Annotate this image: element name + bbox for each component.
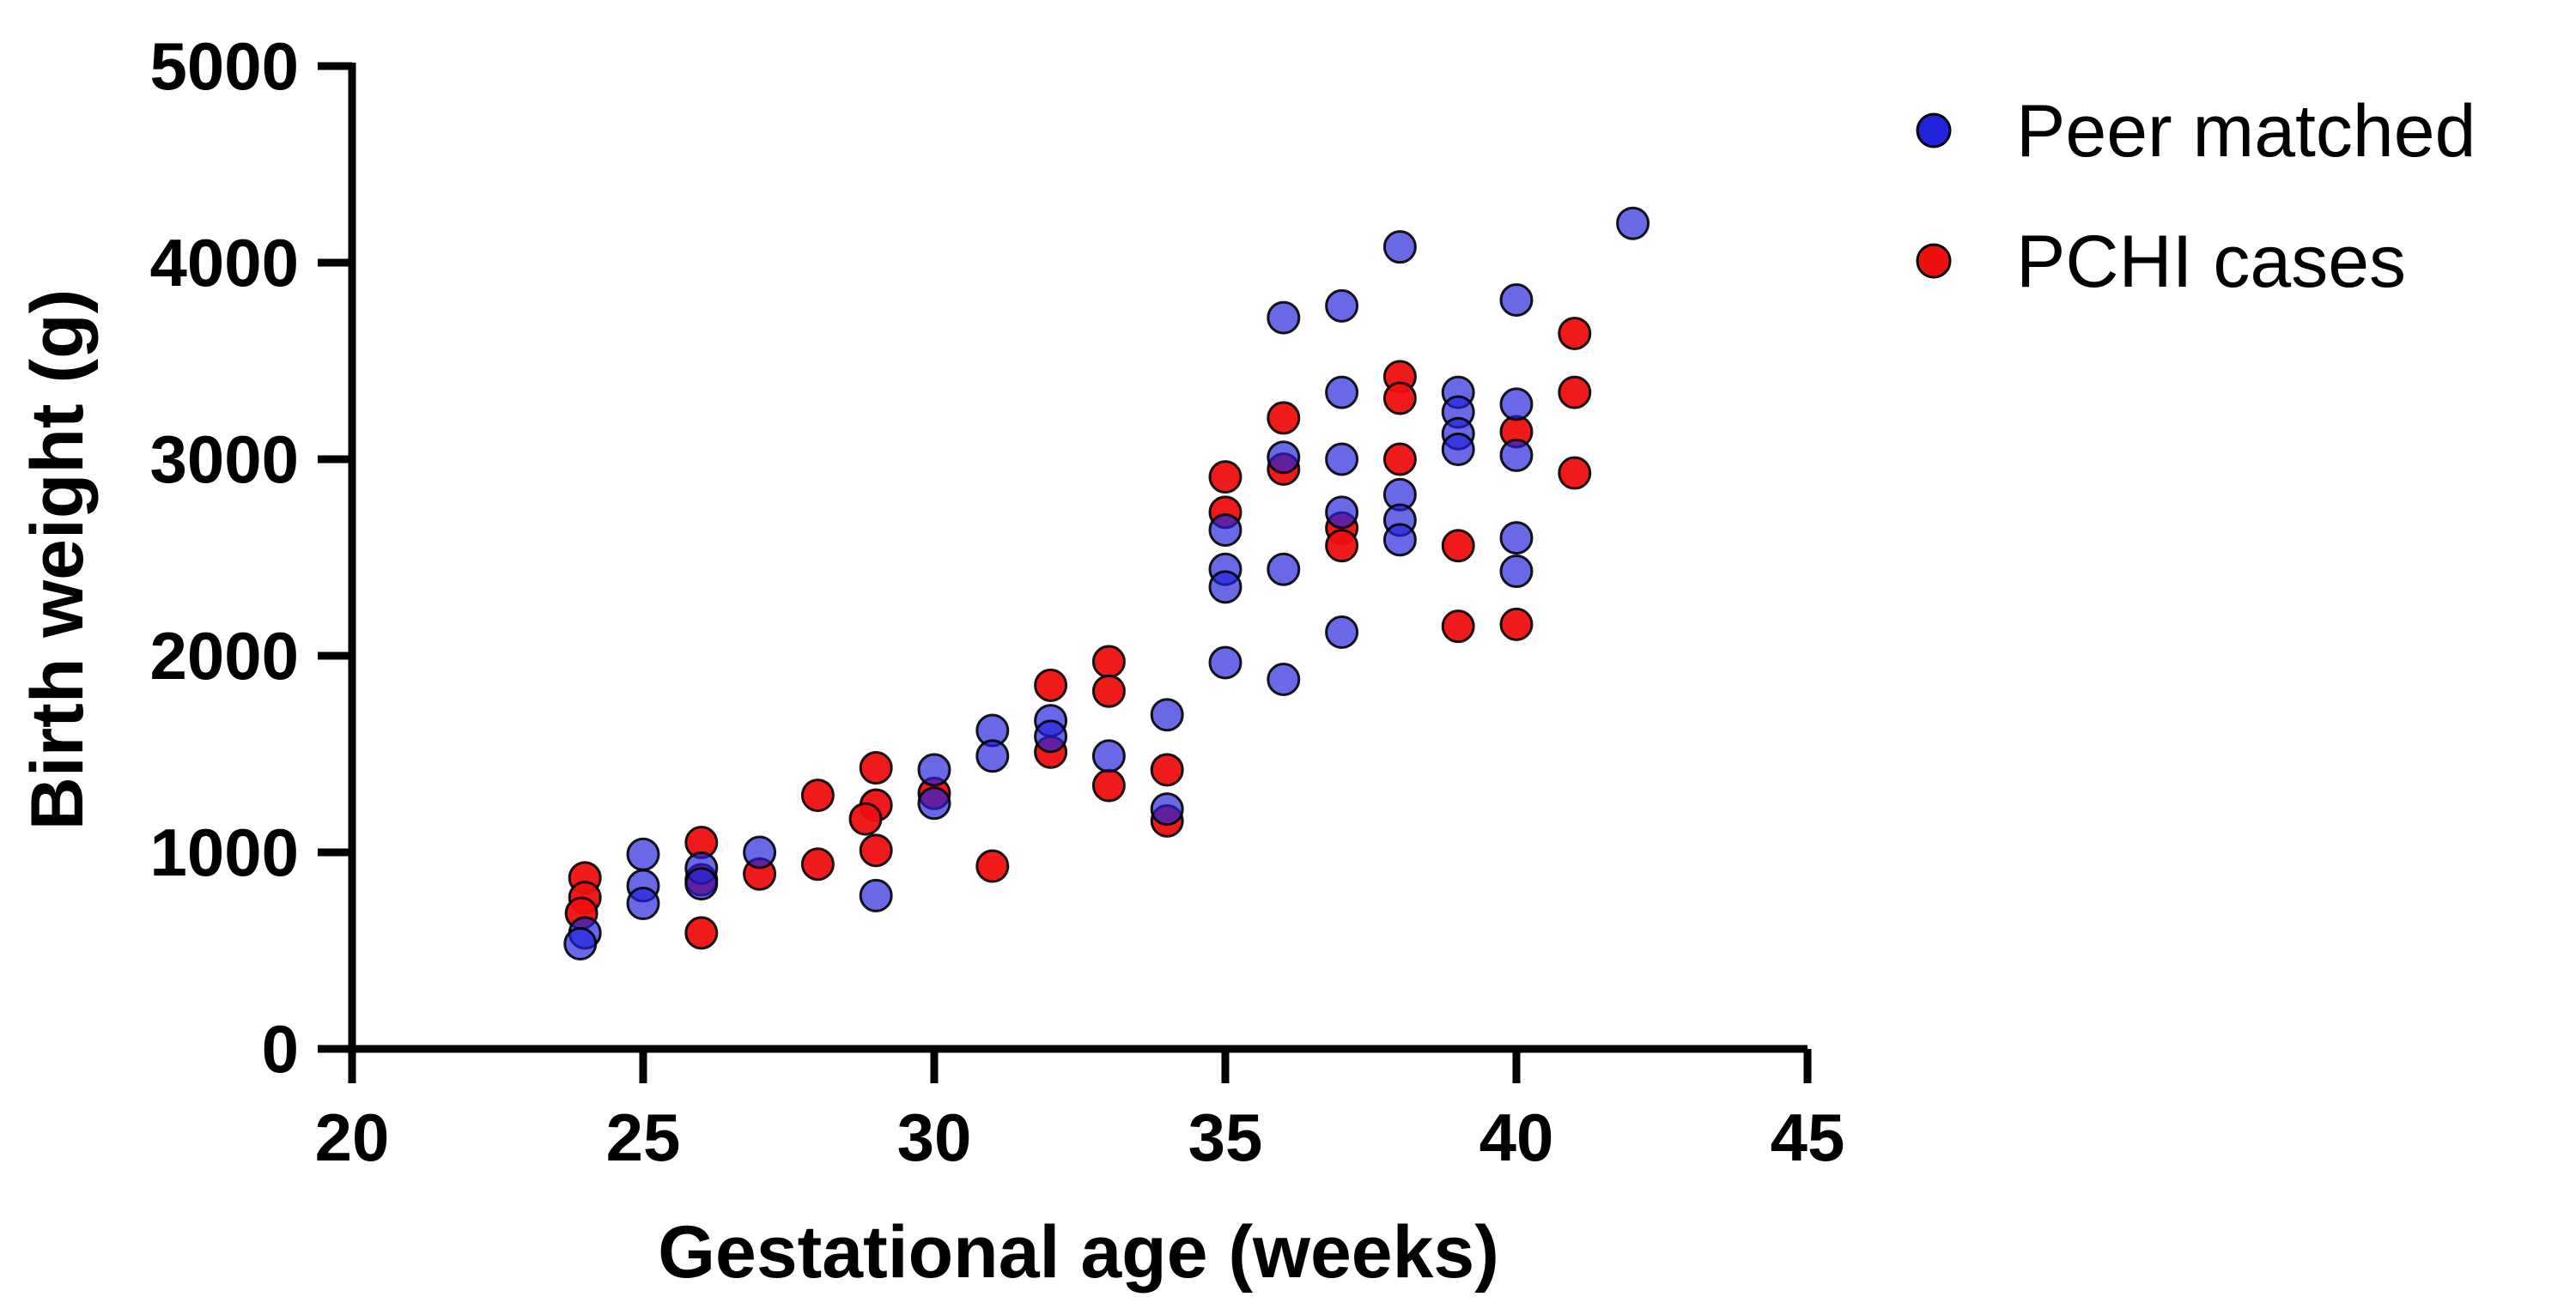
data-point	[1325, 529, 1359, 563]
data-point	[1382, 442, 1417, 476]
x-tick-label: 40	[1479, 1100, 1554, 1175]
data-point	[1267, 401, 1301, 435]
data-point	[1499, 521, 1534, 555]
data-point	[1034, 668, 1068, 702]
data-point	[1616, 206, 1650, 240]
data-point	[1091, 674, 1126, 708]
data-point	[975, 739, 1010, 773]
data-point	[1499, 554, 1534, 589]
data-point	[1267, 440, 1301, 475]
data-point	[1150, 792, 1184, 827]
data-point	[1558, 316, 1592, 350]
data-point	[1382, 230, 1417, 264]
series-pchi-cases	[564, 316, 1592, 950]
y-tick-label: 2000	[149, 618, 299, 694]
data-point	[1150, 753, 1184, 787]
legend-label-peer-matched: Peer matched	[2016, 90, 2476, 173]
legend-marker-pchi-cases	[1916, 243, 1952, 279]
legend-label-pchi-cases: PCHI cases	[2016, 221, 2406, 303]
legend: Peer matched PCHI cases	[1916, 90, 2476, 303]
data-point	[563, 926, 598, 960]
data-point	[859, 833, 893, 868]
data-point	[1499, 607, 1534, 641]
data-point	[1208, 460, 1242, 494]
data-point	[859, 878, 893, 912]
data-point	[1208, 645, 1242, 680]
data-point	[626, 837, 660, 871]
data-point	[1091, 768, 1126, 803]
x-tick-label: 30	[897, 1100, 972, 1175]
data-point	[1091, 739, 1126, 773]
data-point	[1558, 375, 1592, 409]
y-tick-label: 0	[262, 1011, 299, 1087]
data-point	[917, 786, 951, 821]
x-axis-title: Gestational age (weeks)	[658, 1211, 1499, 1294]
data-point	[684, 916, 719, 950]
y-tick-label: 4000	[149, 225, 299, 300]
data-point	[859, 751, 893, 785]
data-point	[1382, 381, 1417, 415]
data-point	[1325, 495, 1359, 530]
data-point	[1441, 609, 1475, 644]
data-point	[1441, 529, 1475, 563]
data-point	[743, 835, 777, 870]
data-point	[1499, 387, 1534, 421]
data-point	[917, 753, 951, 787]
data-points	[563, 206, 1650, 960]
x-tick-label: 20	[315, 1100, 390, 1175]
data-point	[1325, 288, 1359, 323]
data-point	[1382, 523, 1417, 557]
data-point	[1091, 645, 1126, 679]
series-peer-matched	[563, 206, 1650, 960]
data-point	[1558, 456, 1592, 490]
data-point	[1325, 442, 1359, 476]
data-point	[1325, 375, 1359, 409]
data-point	[684, 867, 719, 901]
data-point	[1208, 512, 1242, 547]
data-point	[848, 802, 883, 836]
legend-marker-peer-matched	[1916, 112, 1952, 148]
axes: 20 25 30 35 40 45 0 1000 2000 3000 4000 5000	[149, 28, 1844, 1175]
data-point	[1034, 719, 1068, 754]
data-point	[800, 847, 835, 882]
y-axis-title: Birth weight (g)	[16, 289, 99, 831]
x-tick-label: 25	[606, 1100, 681, 1175]
data-point	[1267, 662, 1301, 696]
data-point	[1499, 283, 1534, 318]
data-point	[1208, 570, 1242, 604]
data-point	[626, 887, 660, 921]
data-point	[1150, 698, 1184, 732]
data-point	[800, 779, 835, 813]
y-tick-label: 1000	[149, 815, 299, 890]
x-tick-label: 35	[1188, 1100, 1263, 1175]
data-point	[1267, 552, 1301, 586]
data-point	[1499, 438, 1534, 472]
y-tick-label: 3000	[149, 421, 299, 497]
data-point	[1441, 433, 1475, 467]
data-point	[975, 849, 1010, 883]
data-point	[1325, 615, 1359, 650]
y-tick-label: 5000	[149, 28, 299, 104]
data-point	[1267, 300, 1301, 335]
x-tick-label: 45	[1771, 1100, 1845, 1175]
